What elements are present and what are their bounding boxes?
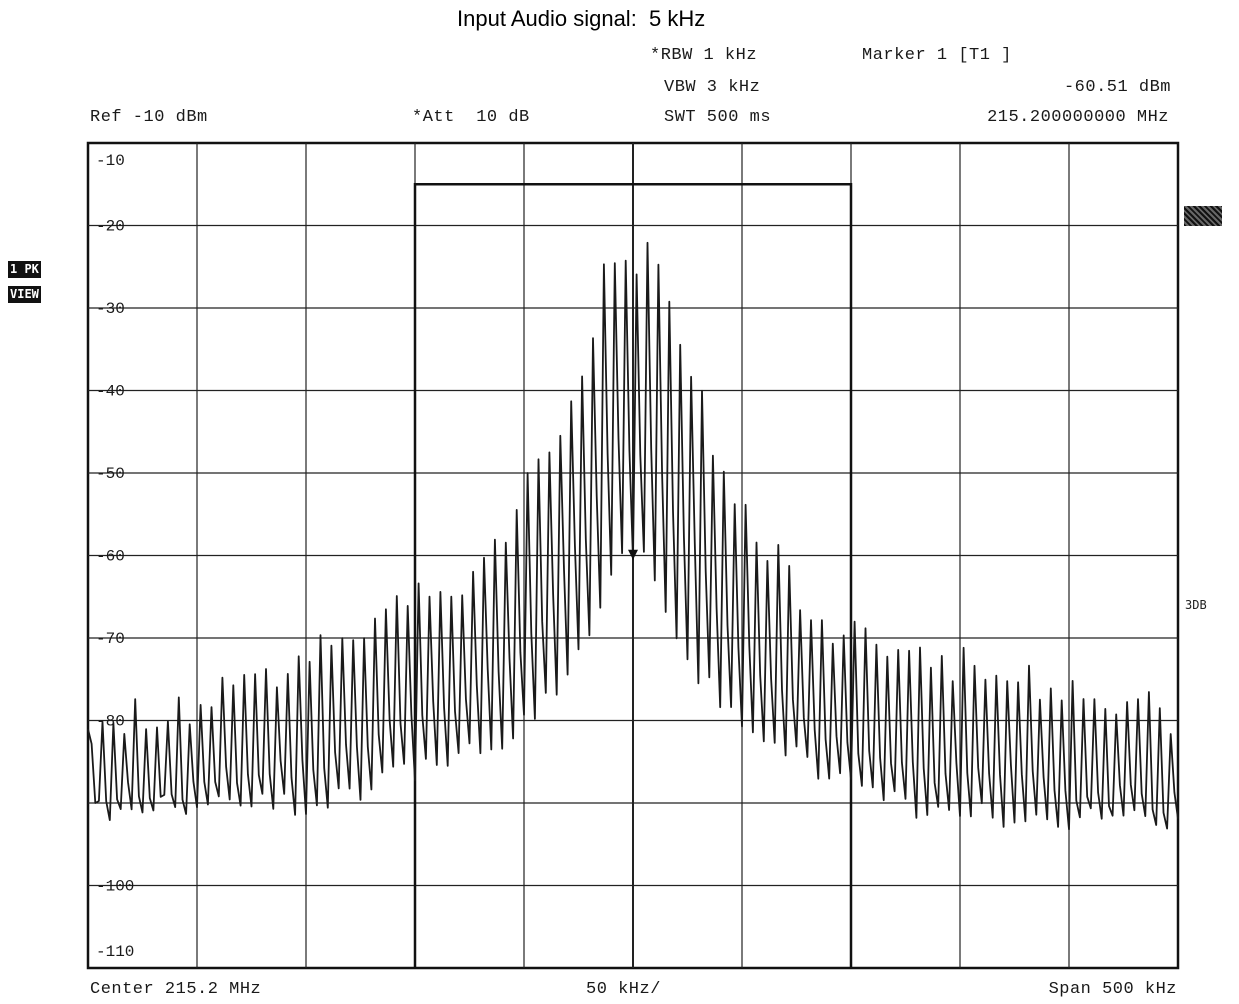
limit-box [413, 183, 853, 968]
frequency-per-division: 50 kHz/ [586, 980, 661, 999]
unit-indicator-icon [1184, 206, 1222, 226]
y-tick-label: -40 [96, 383, 125, 401]
attenuation-setting: *Att 10 dB [412, 108, 530, 127]
marker-triangle [628, 549, 638, 560]
chart-title: Input Audio signal: 5 kHz [457, 6, 706, 31]
center-frequency: Center 215.2 MHz [90, 980, 262, 999]
y-tick-label: -60 [96, 548, 125, 566]
trace-mode-badge: 1 PK [8, 261, 41, 278]
y-tick-label: -100 [96, 878, 134, 896]
y-tick-label: -10 [96, 152, 125, 170]
three-db-label: 3DB [1185, 598, 1207, 612]
y-tick-label: -70 [96, 630, 125, 648]
reference-level: Ref -10 dBm [90, 108, 208, 127]
vbw-setting: VBW 3 kHz [664, 78, 761, 97]
y-tick-label: -20 [96, 218, 125, 236]
marker [628, 549, 638, 560]
y-tick-label: -30 [96, 300, 125, 318]
swt-setting: SWT 500 ms [664, 108, 772, 127]
y-tick-label: -50 [96, 465, 125, 483]
marker-level: -60.51 dBm [1063, 78, 1171, 97]
y-tick-labels: -10 -20 -30 -40 -50 -60 -70 -80 -100 -110 [96, 152, 134, 961]
span-setting: Span 500 kHz [1048, 980, 1177, 999]
y-tick-label: -110 [96, 943, 134, 961]
y-tick-label: -80 [96, 713, 125, 731]
limit-box-line [413, 183, 853, 968]
marker-label: Marker 1 [T1 ] [862, 46, 1012, 65]
trace-view-badge: VIEW [8, 286, 41, 303]
rbw-setting: *RBW 1 kHz [650, 46, 758, 65]
marker-frequency: 215.200000000 MHz [987, 108, 1169, 127]
